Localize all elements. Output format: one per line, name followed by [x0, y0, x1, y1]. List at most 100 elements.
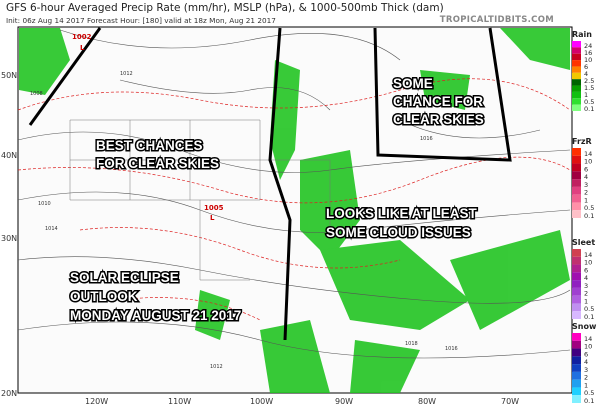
svg-text:LOOKS LIKE AT LEAST: LOOKS LIKE AT LEAST: [326, 206, 478, 221]
annotation-lines: [28, 27, 512, 341]
svg-text:SOLAR ECLIPSE: SOLAR ECLIPSE: [70, 270, 179, 285]
legend-title: Sleet: [572, 238, 595, 247]
svg-text:110W: 110W: [168, 397, 191, 406]
legend-label: 4: [584, 173, 588, 181]
legend-swatch: [572, 171, 581, 180]
low-pressure-marker: L: [80, 44, 85, 52]
isobar-label: 1016: [445, 346, 458, 352]
legend-label: 14: [584, 251, 592, 259]
legend-swatch: [572, 256, 581, 265]
legend-swatch: [572, 186, 581, 195]
legend-swatch: [572, 194, 581, 203]
legend-label: 0.5: [584, 204, 594, 212]
legend-label: 4: [584, 358, 588, 366]
legend-label: 1: [584, 297, 588, 305]
legend-label: 1.5: [584, 84, 594, 92]
legend-label: 10: [584, 259, 592, 267]
svg-text:CHANCE FOR: CHANCE FOR: [393, 94, 483, 109]
svg-text:20N: 20N: [1, 389, 17, 398]
legend-swatch: [572, 264, 581, 273]
svg-text:80W: 80W: [418, 397, 436, 406]
isobar-label: 1016: [420, 136, 433, 142]
low-pressure-marker: L: [210, 214, 215, 222]
isobar-label: 1014: [45, 226, 58, 232]
legend-swatch: [572, 91, 581, 99]
legend-label: 1: [584, 196, 588, 204]
svg-text:120W: 120W: [85, 397, 108, 406]
legend-swatch: [572, 371, 581, 380]
svg-text:70W: 70W: [501, 397, 519, 406]
legend-label: 24: [584, 42, 592, 50]
legend-label: 0.1: [584, 212, 594, 220]
isobar-label: 1010: [38, 201, 51, 207]
svg-text:50N: 50N: [1, 71, 17, 80]
legend-swatch: [572, 364, 581, 372]
svg-text:CLEAR SKIES: CLEAR SKIES: [393, 112, 484, 127]
legend-label: 0.5: [584, 305, 594, 313]
legend-swatch: [572, 333, 581, 341]
legend-swatch: [572, 202, 581, 211]
low-pressure-value: 1005: [204, 204, 224, 212]
legend-label: 14: [584, 335, 592, 343]
legend-label: 6: [584, 350, 588, 358]
legend-label: 16: [584, 49, 592, 57]
legend-label: 6: [584, 266, 588, 274]
legend-label: 6: [584, 165, 588, 173]
legend-swatch: [572, 340, 581, 349]
legend-label: 3: [584, 181, 588, 189]
legend-title: FrzR: [572, 137, 592, 146]
legend-label: 2.5: [584, 77, 594, 85]
isobar-label: 1012: [120, 71, 133, 77]
precip-legend: Rain241610642.51.510.50.1FrzR1410643210.…: [572, 30, 597, 405]
state-borders: [69, 119, 331, 281]
legend-label: 0.1: [584, 397, 594, 405]
svg-text:40N: 40N: [1, 151, 17, 160]
legend-swatch: [572, 303, 581, 312]
svg-text:SOME CLOUD ISSUES: SOME CLOUD ISSUES: [326, 225, 471, 240]
legend-title: Rain: [572, 30, 592, 39]
legend-swatch: [572, 72, 581, 80]
svg-text:OUTLOOK: OUTLOOK: [70, 289, 138, 304]
legend-label: 1: [584, 91, 588, 99]
legend-swatch: [572, 210, 581, 218]
legend-swatch: [572, 348, 581, 357]
isobar-label: 1008: [30, 91, 43, 97]
low-pressure-value: 1002: [72, 33, 92, 41]
legend-label: 6: [584, 63, 588, 71]
legend-label: 0.5: [584, 98, 594, 106]
legend-label: 0.1: [584, 313, 594, 321]
legend-swatch: [572, 104, 581, 111]
legend-label: 2: [584, 290, 588, 298]
longitude-labels: 120W 110W 100W 90W 80W 70W: [85, 397, 519, 406]
map-title: GFS 6-hour Averaged Precip Rate (mm/hr),…: [6, 2, 444, 14]
legend-swatch: [572, 79, 581, 86]
legend-swatch: [572, 379, 581, 388]
legend-swatch: [572, 179, 581, 187]
legend-label: 2: [584, 374, 588, 382]
legend-title: Snow: [572, 322, 597, 331]
legend-swatch: [572, 311, 581, 319]
svg-text:BEST CHANCES: BEST CHANCES: [96, 138, 203, 153]
legend-label: 2: [584, 189, 588, 197]
legend-swatch: [572, 295, 581, 304]
legend-swatch: [572, 47, 581, 54]
legend-label: 4: [584, 274, 588, 282]
svg-text:SOME: SOME: [393, 76, 433, 91]
brand-watermark: TROPICALTIDBITS.COM: [439, 15, 554, 25]
latitude-labels: 50N 40N 30N 20N: [1, 71, 17, 398]
legend-label: 3: [584, 282, 588, 290]
isobar-label: 1012: [210, 364, 223, 370]
legend-swatch: [572, 98, 581, 105]
legend-swatch: [572, 60, 581, 67]
svg-text:30N: 30N: [1, 234, 17, 243]
map-subtitle: Init: 06z Aug 14 2017 Forecast Hour: [18…: [6, 16, 276, 25]
svg-text:FOR CLEAR SKIES: FOR CLEAR SKIES: [96, 156, 219, 171]
legend-swatch: [572, 163, 581, 172]
svg-text:90W: 90W: [335, 397, 353, 406]
legend-swatch: [572, 287, 581, 296]
